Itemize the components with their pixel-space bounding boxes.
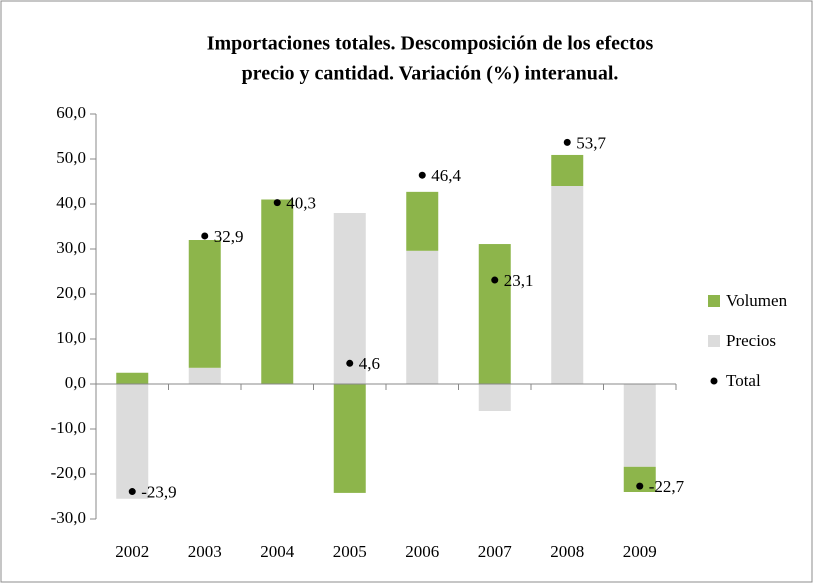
legend-swatch: [708, 335, 720, 347]
bar: [188, 367, 221, 384]
legend-label: Total: [726, 371, 761, 390]
x-tick-label: 2008: [550, 542, 584, 561]
x-tick-label: 2003: [188, 542, 222, 561]
y-tick-label: -30,0: [51, 508, 86, 527]
y-tick-label: 10,0: [56, 328, 86, 347]
total-point: [636, 482, 644, 490]
data-label: -22,7: [649, 477, 685, 496]
total-point: [418, 171, 426, 179]
y-tick-label: -20,0: [51, 463, 86, 482]
legend-label: Volumen: [726, 291, 788, 310]
chart-title: Importaciones totales. Descomposición de…: [207, 33, 654, 55]
data-label: 23,1: [504, 271, 534, 290]
legend-swatch: [708, 295, 720, 307]
bar: [188, 240, 221, 368]
x-tick-label: 2004: [260, 542, 295, 561]
bar: [261, 199, 294, 384]
bar: [551, 186, 584, 384]
bar: [406, 250, 439, 384]
bar: [116, 384, 149, 499]
x-tick-label: 2006: [405, 542, 439, 561]
bar: [623, 384, 656, 467]
data-label: 46,4: [431, 166, 461, 185]
y-tick-label: 50,0: [56, 148, 86, 167]
total-point: [273, 199, 281, 207]
chart-title: precio y cantidad. Variación (%) interan…: [242, 63, 619, 85]
y-tick-label: 0,0: [65, 373, 86, 392]
legend-label: Precios: [726, 331, 776, 350]
bar: [333, 384, 366, 493]
x-tick-label: 2005: [333, 542, 367, 561]
bar: [478, 244, 511, 384]
y-tick-label: 60,0: [56, 103, 86, 122]
x-tick-label: 2007: [478, 542, 513, 561]
bar: [333, 213, 366, 384]
y-tick-label: 20,0: [56, 283, 86, 302]
bar: [478, 384, 511, 411]
y-tick-label: 30,0: [56, 238, 86, 257]
x-tick-label: 2009: [623, 542, 657, 561]
data-label: 32,9: [214, 227, 244, 246]
total-point: [491, 276, 499, 284]
data-label: 4,6: [359, 354, 380, 373]
total-point: [563, 138, 571, 146]
bar: [116, 372, 149, 384]
total-point: [128, 488, 136, 496]
data-label: 40,3: [286, 194, 316, 213]
data-label: -23,9: [141, 482, 176, 501]
x-tick-label: 2002: [115, 542, 149, 561]
bar: [551, 154, 584, 186]
legend-swatch: [710, 377, 718, 385]
y-tick-label: 40,0: [56, 193, 86, 212]
data-label: 53,7: [576, 133, 606, 152]
bar: [406, 191, 439, 251]
total-point: [201, 232, 209, 240]
total-point: [346, 359, 354, 367]
y-tick-label: -10,0: [51, 418, 86, 437]
